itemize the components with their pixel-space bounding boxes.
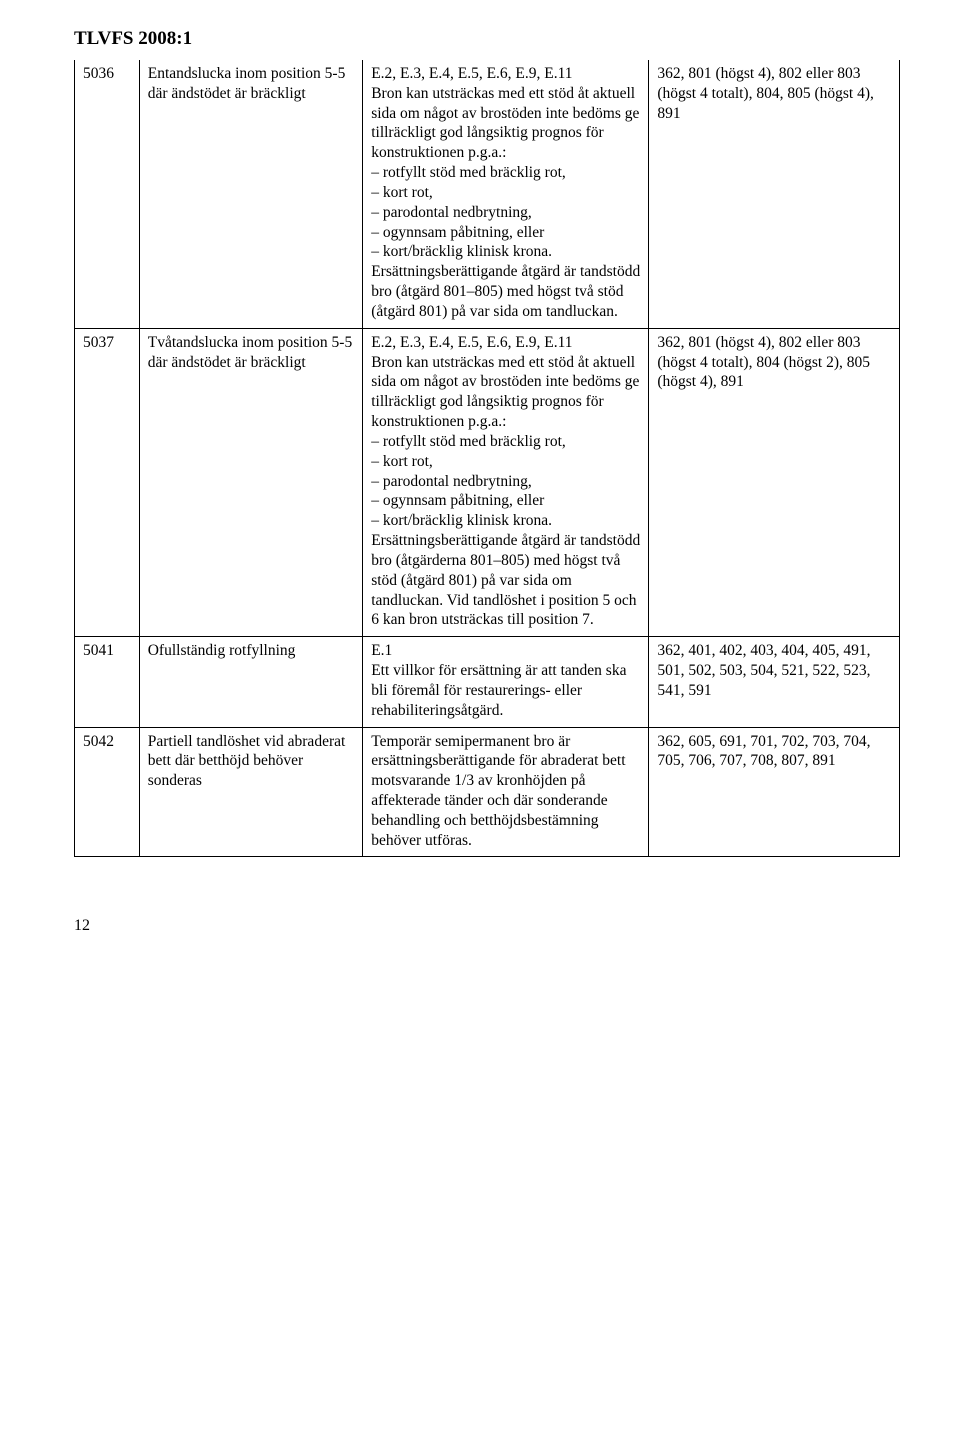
document-page: TLVFS 2008:1 5036 Entandslucka inom posi… xyxy=(0,0,960,975)
page-number: 12 xyxy=(74,917,900,935)
cell-title: Entandslucka inom position 5-5 där ändst… xyxy=(139,60,362,328)
cell-title: Partiell tandlöshet vid abraderat bett d… xyxy=(139,727,362,857)
cell-refs: 362, 401, 402, 403, 404, 405, 491, 501, … xyxy=(649,637,900,727)
table-row: 5042 Partiell tandlöshet vid abraderat b… xyxy=(75,727,900,857)
cell-description: Temporär semipermanent bro är ersättning… xyxy=(363,727,649,857)
document-header: TLVFS 2008:1 xyxy=(74,28,900,50)
cell-code: 5041 xyxy=(75,637,140,727)
cell-refs: 362, 801 (högst 4), 802 eller 803 (högst… xyxy=(649,60,900,328)
cell-code: 5037 xyxy=(75,328,140,636)
cell-code: 5042 xyxy=(75,727,140,857)
cell-code: 5036 xyxy=(75,60,140,328)
regulation-table: 5036 Entandslucka inom position 5-5 där … xyxy=(74,60,900,857)
cell-description: E.2, E.3, E.4, E.5, E.6, E.9, E.11Bron k… xyxy=(363,328,649,636)
table-row: 5037 Tvåtandslucka inom position 5-5 där… xyxy=(75,328,900,636)
cell-refs: 362, 605, 691, 701, 702, 703, 704, 705, … xyxy=(649,727,900,857)
cell-title: Ofullständig rotfyllning xyxy=(139,637,362,727)
cell-description: E.1Ett villkor för ersättning är att tan… xyxy=(363,637,649,727)
cell-refs: 362, 801 (högst 4), 802 eller 803 (högst… xyxy=(649,328,900,636)
table-row: 5036 Entandslucka inom position 5-5 där … xyxy=(75,60,900,328)
cell-description: E.2, E.3, E.4, E.5, E.6, E.9, E.11Bron k… xyxy=(363,60,649,328)
cell-title: Tvåtandslucka inom position 5-5 där änds… xyxy=(139,328,362,636)
table-row: 5041 Ofullständig rotfyllning E.1Ett vil… xyxy=(75,637,900,727)
